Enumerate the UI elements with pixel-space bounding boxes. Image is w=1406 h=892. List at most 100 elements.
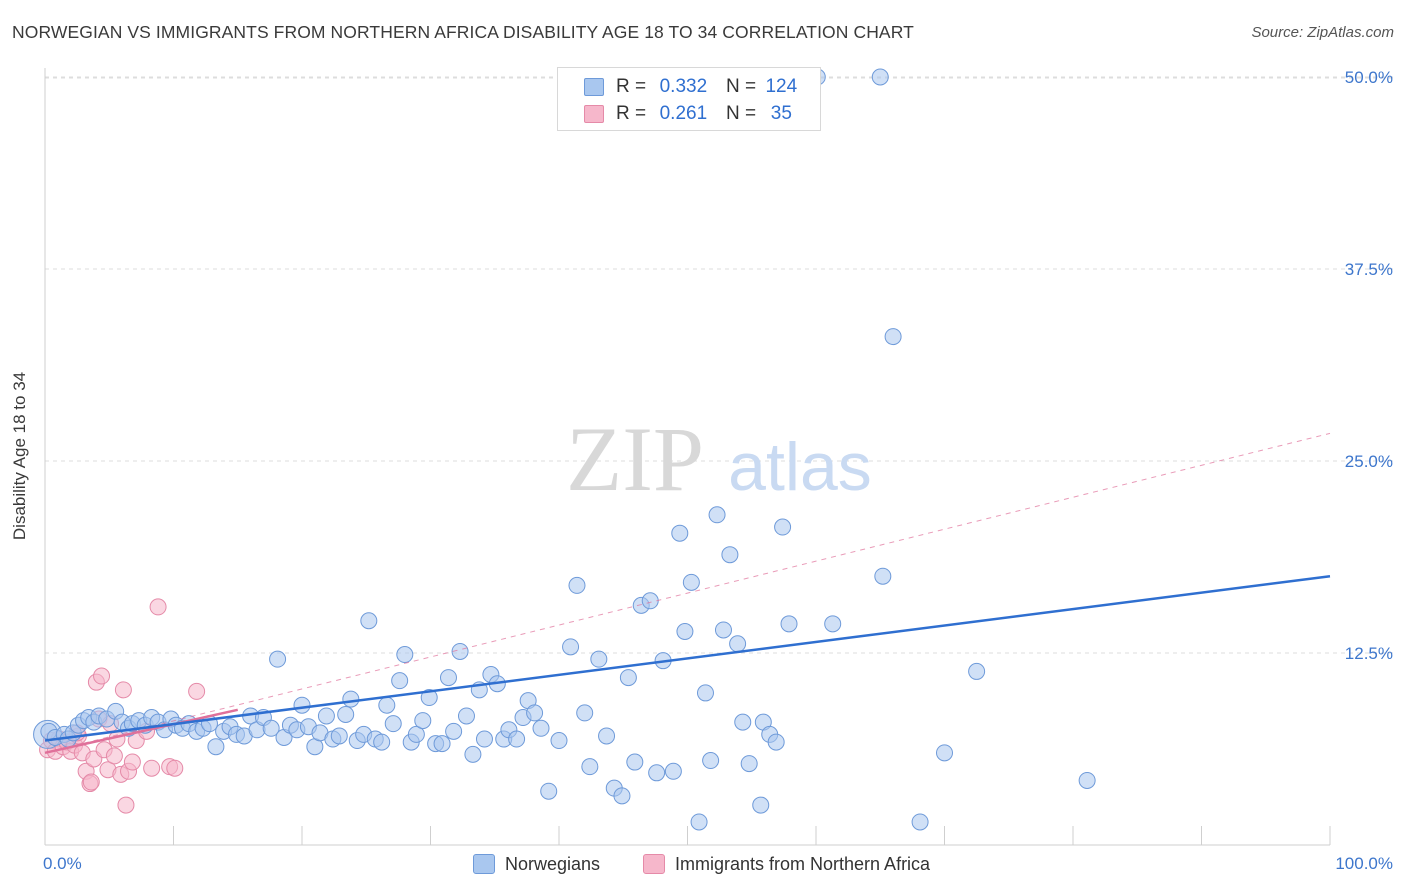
data-point-norwegians: [576, 704, 594, 722]
data-point-norwegians: [568, 576, 586, 594]
data-point-norwegians: [664, 762, 682, 780]
data-point-norwegians: [391, 672, 409, 690]
data-point-norwegians: [884, 328, 902, 346]
data-point-norwegians: [337, 705, 355, 723]
watermark: ZIP atlas: [566, 408, 872, 510]
tick-labels: 12.5% 25.0% 37.5% 50.0% 0.0% 100.0%: [43, 68, 1393, 873]
y-tick-label: 37.5%: [1345, 260, 1393, 279]
legend-row-norwegians: R = 0.332 N = 124: [584, 76, 801, 98]
data-point-norwegians: [293, 696, 311, 714]
data-point-norwegians: [682, 573, 700, 591]
data-point-norwegians: [871, 68, 889, 86]
data-point-norwegians: [613, 787, 631, 805]
legend-row-immigrants: R = 0.261 N = 35: [584, 103, 801, 125]
data-point-norwegians: [708, 506, 726, 524]
data-point-norwegians: [774, 518, 792, 536]
data-point-norwegians: [330, 727, 348, 745]
data-point-immigrants: [149, 598, 167, 616]
data-point-norwegians: [420, 689, 438, 707]
data-point-norwegians: [590, 650, 608, 668]
data-point-norwegians: [360, 612, 378, 630]
y-tick-label: 25.0%: [1345, 452, 1393, 471]
data-point-norwegians: [648, 764, 666, 782]
axes: [44, 68, 1331, 846]
data-point-norwegians: [532, 719, 550, 737]
data-point-norwegians: [526, 704, 544, 722]
data-point-norwegians: [702, 752, 720, 770]
data-point-norwegians: [396, 646, 414, 664]
data-point-immigrants: [143, 759, 161, 777]
data-point-norwegians: [581, 758, 599, 776]
data-point-immigrants: [105, 747, 123, 765]
data-point-norwegians: [508, 730, 526, 748]
data-point-norwegians: [562, 638, 580, 656]
data-point-norwegians: [626, 753, 644, 771]
data-point-norwegians: [317, 707, 335, 725]
data-point-norwegians: [550, 732, 568, 750]
legend-n-value-immigrants: 35: [770, 103, 792, 124]
bottom-legend-swatch-blue: [473, 854, 495, 874]
bottom-legend-label-norwegians: Norwegians: [505, 853, 601, 874]
trend-line-norwegians: [44, 574, 1331, 742]
x-tick-label: 100.0%: [1335, 854, 1393, 873]
legend-r-value-norwegians: 0.332: [659, 76, 708, 97]
legend-swatch-blue: [584, 78, 604, 96]
legend-n-value-norwegians: 124: [765, 76, 798, 97]
legend-r-value-immigrants: 0.261: [659, 103, 708, 124]
data-point-norwegians: [598, 727, 616, 745]
data-point-norwegians: [968, 662, 986, 680]
chart-title: NORWEGIAN VS IMMIGRANTS FROM NORTHERN AF…: [12, 22, 914, 42]
data-point-norwegians: [262, 719, 280, 737]
y-axis-label: Disability Age 18 to 34: [10, 371, 29, 541]
data-point-norwegians: [729, 635, 747, 653]
data-point-norwegians: [824, 615, 842, 633]
data-point-norwegians: [451, 642, 469, 660]
legend-r-label: R =: [616, 76, 647, 97]
data-point-norwegians: [874, 567, 892, 585]
data-point-norwegians: [269, 650, 287, 668]
x-tick-label: 0.0%: [43, 854, 82, 873]
data-point-norwegians: [342, 690, 360, 708]
data-point-norwegians: [457, 707, 475, 725]
source-credit: Source: ZipAtlas.com: [1251, 24, 1394, 41]
data-point-norwegians: [540, 782, 558, 800]
data-point-norwegians: [911, 813, 929, 831]
data-point-norwegians: [690, 813, 708, 831]
data-point-norwegians: [671, 524, 689, 542]
bottom-legend-label-immigrants: Immigrants from Northern Africa: [675, 853, 931, 874]
legend-r-label: R =: [616, 103, 647, 124]
y-tick-label: 12.5%: [1345, 644, 1393, 663]
data-point-immigrants: [188, 682, 206, 700]
data-point-norwegians: [384, 715, 402, 733]
data-point-norwegians: [1078, 771, 1096, 789]
legend-n-label: N =: [725, 103, 757, 124]
data-point-norwegians: [641, 592, 659, 610]
y-tick-label: 50.0%: [1345, 68, 1393, 87]
watermark-zip: ZIP: [566, 408, 704, 510]
data-point-norwegians: [407, 725, 425, 743]
data-point-immigrants: [117, 796, 135, 814]
data-point-norwegians: [752, 796, 770, 814]
bottom-legend-immigrants: Immigrants from Northern Africa: [643, 852, 930, 876]
data-point-immigrants: [123, 753, 141, 771]
bottom-legend-swatch-pink: [643, 854, 665, 874]
data-point-norwegians: [676, 622, 694, 640]
data-point-norwegians: [378, 696, 396, 714]
data-point-immigrants: [82, 773, 100, 791]
data-point-norwegians: [445, 722, 463, 740]
data-point-immigrants: [166, 759, 184, 777]
data-point-norwegians: [373, 733, 391, 751]
data-point-norwegians: [475, 730, 493, 748]
data-point-immigrants: [114, 681, 132, 699]
data-point-immigrants: [93, 667, 111, 685]
correlation-legend: R = 0.332 N = 124 R = 0.261 N = 35: [557, 67, 821, 131]
data-point-norwegians: [721, 546, 739, 564]
trend-line-immigrants-extended: [44, 432, 1331, 754]
gridlines: [45, 76, 1395, 654]
data-point-norwegians: [464, 745, 482, 763]
data-point-norwegians: [207, 738, 225, 756]
data-point-norwegians: [780, 615, 798, 633]
legend-swatch-pink: [584, 105, 604, 123]
data-point-norwegians: [439, 669, 457, 687]
